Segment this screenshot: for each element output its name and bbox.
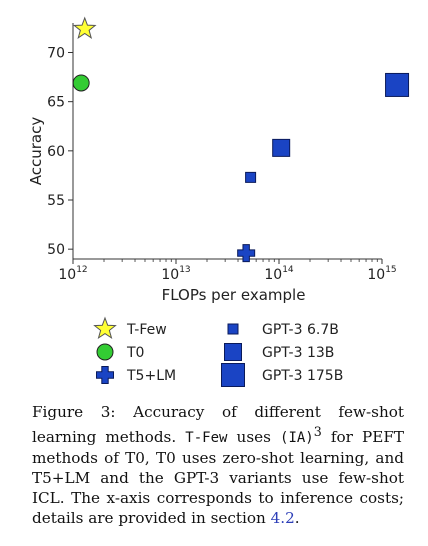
point-gpt-3-6-7b	[245, 171, 257, 183]
legend-marker-gpt-3-6-7b	[227, 323, 239, 335]
point-t5-lm	[237, 244, 256, 263]
legend-marker-t-few	[93, 316, 117, 340]
point-gpt-3-175b	[385, 72, 410, 97]
caption-ia3-sup: 3	[313, 424, 322, 439]
axes: 50 55 60 65 70 1012 1013 1014 1015 FLOPs per exam…	[27, 23, 397, 304]
caption-end: .	[294, 509, 300, 528]
section-link[interactable]: 4.2	[270, 509, 295, 528]
x-tick-label: 1014	[264, 265, 294, 283]
x-tick-label: 1013	[161, 265, 190, 283]
caption-ia3-code: (IA)	[280, 430, 314, 447]
legend-entry-t-few: T-Few	[93, 316, 167, 340]
y-axis-label: Accuracy	[27, 117, 45, 186]
caption-uses: uses	[227, 428, 281, 447]
data-points	[72, 16, 410, 263]
legend-label: T5+LM	[126, 368, 176, 384]
y-tick-label: 60	[47, 144, 65, 160]
y-tick-label: 70	[47, 46, 65, 62]
legend-marker-gpt-3-13b	[224, 343, 242, 361]
caption-rest: for PEFT methods of T0, T0 uses zero-sho…	[32, 428, 405, 528]
point-gpt-3-13b	[272, 138, 291, 157]
x-tick-label: 1015	[367, 265, 396, 283]
legend-entry-gpt-3-13b: GPT-3 13B	[224, 343, 334, 361]
legend-label: GPT-3 13B	[262, 345, 334, 361]
y-tick-label: 50	[47, 242, 65, 258]
legend-label: GPT-3 6.7B	[262, 322, 339, 338]
legend-entry-t0: T0	[96, 343, 144, 361]
y-tick-label: 65	[47, 95, 65, 111]
legend-marker-t0	[96, 343, 114, 361]
legend: T-Few T0 T5+LM GPT-3 6.7B GPT-3 13B GPT-3 175…	[93, 316, 343, 387]
y-tick-label: 55	[47, 193, 65, 209]
x-tick-label: 1012	[58, 265, 87, 283]
caption-lead: Figure 3: Accuracy of different few-shot…	[32, 403, 404, 447]
caption-tfew-code: T-Few	[185, 430, 228, 447]
legend-label: GPT-3 175B	[262, 368, 343, 384]
legend-entry-t5-lm: T5+LM	[96, 366, 176, 384]
scatter-chart: 50 55 60 65 70 1012 1013 1014 1015 FLOPs per exam…	[27, 16, 410, 387]
legend-entry-gpt-3-6-7b: GPT-3 6.7B	[227, 322, 339, 338]
legend-label: T0	[126, 345, 144, 361]
point-t0	[72, 74, 90, 92]
legend-marker-t5-lm	[96, 366, 114, 384]
figure-caption: Figure 3: Accuracy of different few-shot…	[32, 402, 404, 528]
legend-label: T-Few	[126, 322, 167, 338]
legend-marker-gpt-3-175b	[221, 363, 245, 387]
legend-entry-gpt-3-175b: GPT-3 175B	[221, 363, 343, 387]
x-axis-label: FLOPs per example	[162, 286, 306, 304]
point-t-few	[72, 16, 97, 39]
